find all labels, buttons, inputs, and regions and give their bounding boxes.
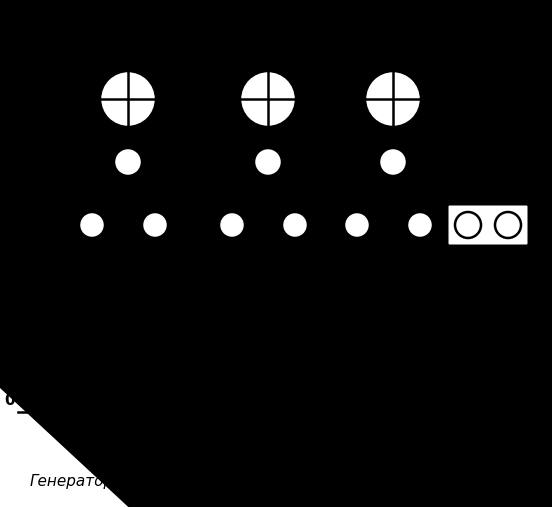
Text: 11: 11 bbox=[500, 191, 516, 204]
Circle shape bbox=[254, 148, 282, 176]
Text: 10: 10 bbox=[460, 191, 476, 204]
Text: 3: 3 bbox=[151, 241, 159, 254]
Text: 1: 1 bbox=[88, 241, 96, 254]
Text: 0: 0 bbox=[535, 393, 545, 408]
Text: 9: 9 bbox=[416, 241, 424, 254]
Text: 6: 6 bbox=[291, 241, 299, 254]
Circle shape bbox=[114, 148, 142, 176]
Text: C: C bbox=[4, 363, 15, 378]
Text: 4: 4 bbox=[228, 241, 236, 254]
Circle shape bbox=[344, 212, 370, 238]
Bar bbox=[18, 9, 530, 285]
Text: C: C bbox=[535, 363, 546, 378]
Text: 2: 2 bbox=[145, 156, 153, 168]
Text: B: B bbox=[535, 333, 546, 348]
Text: 7: 7 bbox=[353, 241, 361, 254]
Text: 5: 5 bbox=[285, 156, 293, 168]
Text: Нагрузка: Нагрузка bbox=[448, 474, 522, 489]
Text: B: B bbox=[3, 333, 15, 348]
Text: 0: 0 bbox=[4, 393, 15, 408]
Circle shape bbox=[407, 212, 433, 238]
Circle shape bbox=[455, 212, 481, 238]
FancyBboxPatch shape bbox=[447, 204, 529, 246]
Circle shape bbox=[240, 71, 296, 127]
Circle shape bbox=[79, 212, 105, 238]
Circle shape bbox=[379, 148, 407, 176]
Text: A: A bbox=[3, 303, 15, 318]
Text: 8: 8 bbox=[410, 156, 418, 168]
Circle shape bbox=[495, 212, 521, 238]
Text: A: A bbox=[535, 303, 546, 318]
Circle shape bbox=[142, 212, 168, 238]
Circle shape bbox=[365, 71, 421, 127]
Circle shape bbox=[100, 71, 156, 127]
Circle shape bbox=[282, 212, 308, 238]
Text: Генератор: Генератор bbox=[30, 474, 114, 489]
Circle shape bbox=[219, 212, 245, 238]
